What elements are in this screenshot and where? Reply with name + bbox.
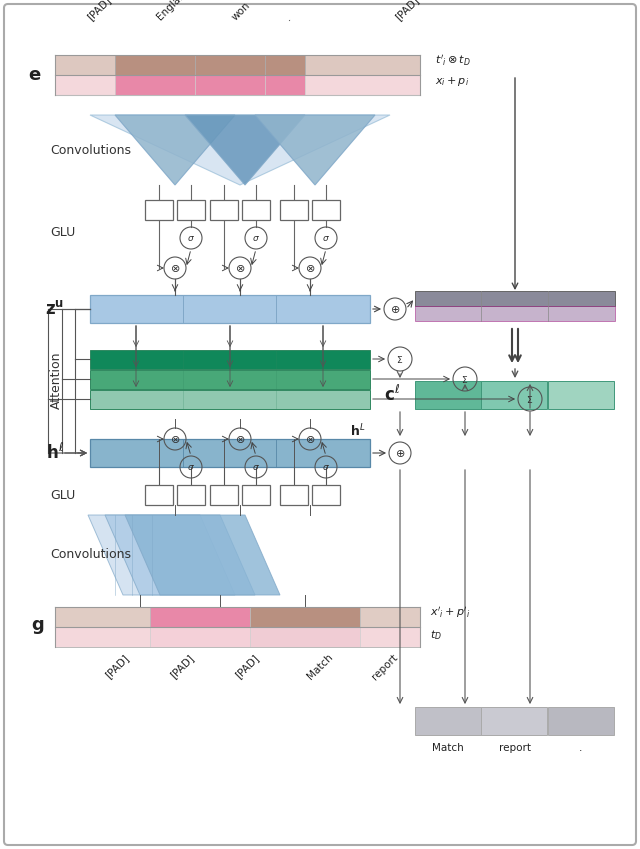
Text: won: won (230, 0, 252, 22)
Bar (415, 306, 615, 321)
Text: report: report (499, 743, 531, 753)
Bar (280, 485, 308, 505)
Text: $\sigma$: $\sigma$ (322, 233, 330, 243)
Bar (90, 350, 370, 369)
Bar (250, 627, 360, 647)
Text: $\Sigma$: $\Sigma$ (527, 393, 534, 404)
Bar (415, 381, 481, 409)
Bar (55, 55, 115, 75)
Text: $\sigma$: $\sigma$ (252, 463, 260, 471)
Text: Convolutions: Convolutions (50, 143, 131, 156)
Bar (55, 627, 150, 647)
Text: GLU: GLU (50, 488, 76, 502)
Bar (312, 200, 340, 220)
Text: .: . (579, 743, 582, 753)
Bar (250, 607, 360, 627)
Bar (242, 485, 270, 505)
Text: $\mathbf{e}$: $\mathbf{e}$ (28, 66, 42, 84)
Text: Convolutions: Convolutions (50, 548, 131, 561)
Bar (360, 627, 420, 647)
Polygon shape (88, 515, 235, 595)
Text: $\otimes$: $\otimes$ (170, 434, 180, 445)
Text: $x_i + p_i$: $x_i + p_i$ (435, 75, 469, 87)
Bar (55, 607, 150, 627)
Polygon shape (125, 515, 280, 595)
Bar (90, 370, 370, 389)
Bar (90, 295, 370, 323)
FancyBboxPatch shape (4, 4, 636, 845)
Bar (312, 485, 340, 505)
Bar (210, 485, 238, 505)
Polygon shape (90, 115, 390, 185)
Text: $\sigma$: $\sigma$ (187, 233, 195, 243)
Bar (150, 627, 250, 647)
Text: Attention: Attention (50, 351, 63, 408)
Text: GLU: GLU (50, 226, 76, 239)
Text: $\Sigma$: $\Sigma$ (396, 353, 404, 364)
Text: [PAD]: [PAD] (393, 0, 420, 22)
Bar (548, 381, 614, 409)
Bar (548, 707, 614, 735)
Text: $t_D$: $t_D$ (430, 628, 442, 642)
Polygon shape (105, 515, 255, 595)
Bar (242, 200, 270, 220)
Text: Match: Match (305, 652, 335, 682)
Bar (177, 200, 205, 220)
Text: $\sigma$: $\sigma$ (252, 233, 260, 243)
Text: $\mathbf{h}^L$: $\mathbf{h}^L$ (350, 423, 365, 439)
Text: $\oplus$: $\oplus$ (395, 447, 405, 458)
Bar (305, 75, 420, 95)
Bar (481, 381, 547, 409)
Bar (90, 439, 370, 467)
Text: $\oplus$: $\oplus$ (390, 303, 400, 314)
Text: .: . (283, 13, 292, 22)
Text: $\Sigma$: $\Sigma$ (461, 374, 468, 385)
Bar (265, 75, 305, 95)
Text: $\otimes$: $\otimes$ (305, 434, 315, 445)
Bar (90, 390, 370, 409)
Bar (55, 75, 115, 95)
Text: $\sigma$: $\sigma$ (322, 463, 330, 471)
Text: $\otimes$: $\otimes$ (235, 434, 245, 445)
Text: England: England (155, 0, 192, 22)
Bar (145, 485, 173, 505)
Bar (177, 485, 205, 505)
Bar (415, 707, 481, 735)
Text: $\otimes$: $\otimes$ (305, 262, 315, 273)
Text: $x'_i + p'_i$: $x'_i + p'_i$ (430, 605, 470, 621)
Text: $\sigma$: $\sigma$ (187, 463, 195, 471)
Text: [PAD]: [PAD] (168, 652, 196, 679)
Text: $\otimes$: $\otimes$ (235, 262, 245, 273)
Text: $\mathbf{z^u}$: $\mathbf{z^u}$ (45, 300, 65, 318)
Text: [PAD]: [PAD] (103, 652, 131, 679)
Text: $\mathbf{c}^{\ell}$: $\mathbf{c}^{\ell}$ (384, 385, 400, 405)
Bar (265, 55, 305, 75)
Polygon shape (255, 115, 375, 185)
Text: Match: Match (432, 743, 464, 753)
Text: $\mathbf{g}$: $\mathbf{g}$ (31, 618, 45, 636)
Text: [PAD]: [PAD] (233, 652, 260, 679)
Bar (481, 707, 547, 735)
Bar (360, 607, 420, 627)
Bar (195, 75, 265, 95)
Bar (115, 75, 195, 95)
Bar (210, 200, 238, 220)
Text: $\otimes$: $\otimes$ (170, 262, 180, 273)
Bar (195, 55, 265, 75)
Polygon shape (115, 115, 235, 185)
Bar (145, 200, 173, 220)
Bar (305, 55, 420, 75)
Bar (115, 55, 195, 75)
Polygon shape (185, 115, 305, 185)
Bar (415, 291, 615, 306)
Bar (150, 607, 250, 627)
Text: $\mathbf{h}^{\ell}$: $\mathbf{h}^{\ell}$ (46, 443, 64, 463)
Bar (280, 200, 308, 220)
Text: $t'_i \otimes t_D$: $t'_i \otimes t_D$ (435, 53, 471, 69)
Text: [PAD]: [PAD] (85, 0, 113, 22)
Text: report: report (370, 652, 400, 682)
